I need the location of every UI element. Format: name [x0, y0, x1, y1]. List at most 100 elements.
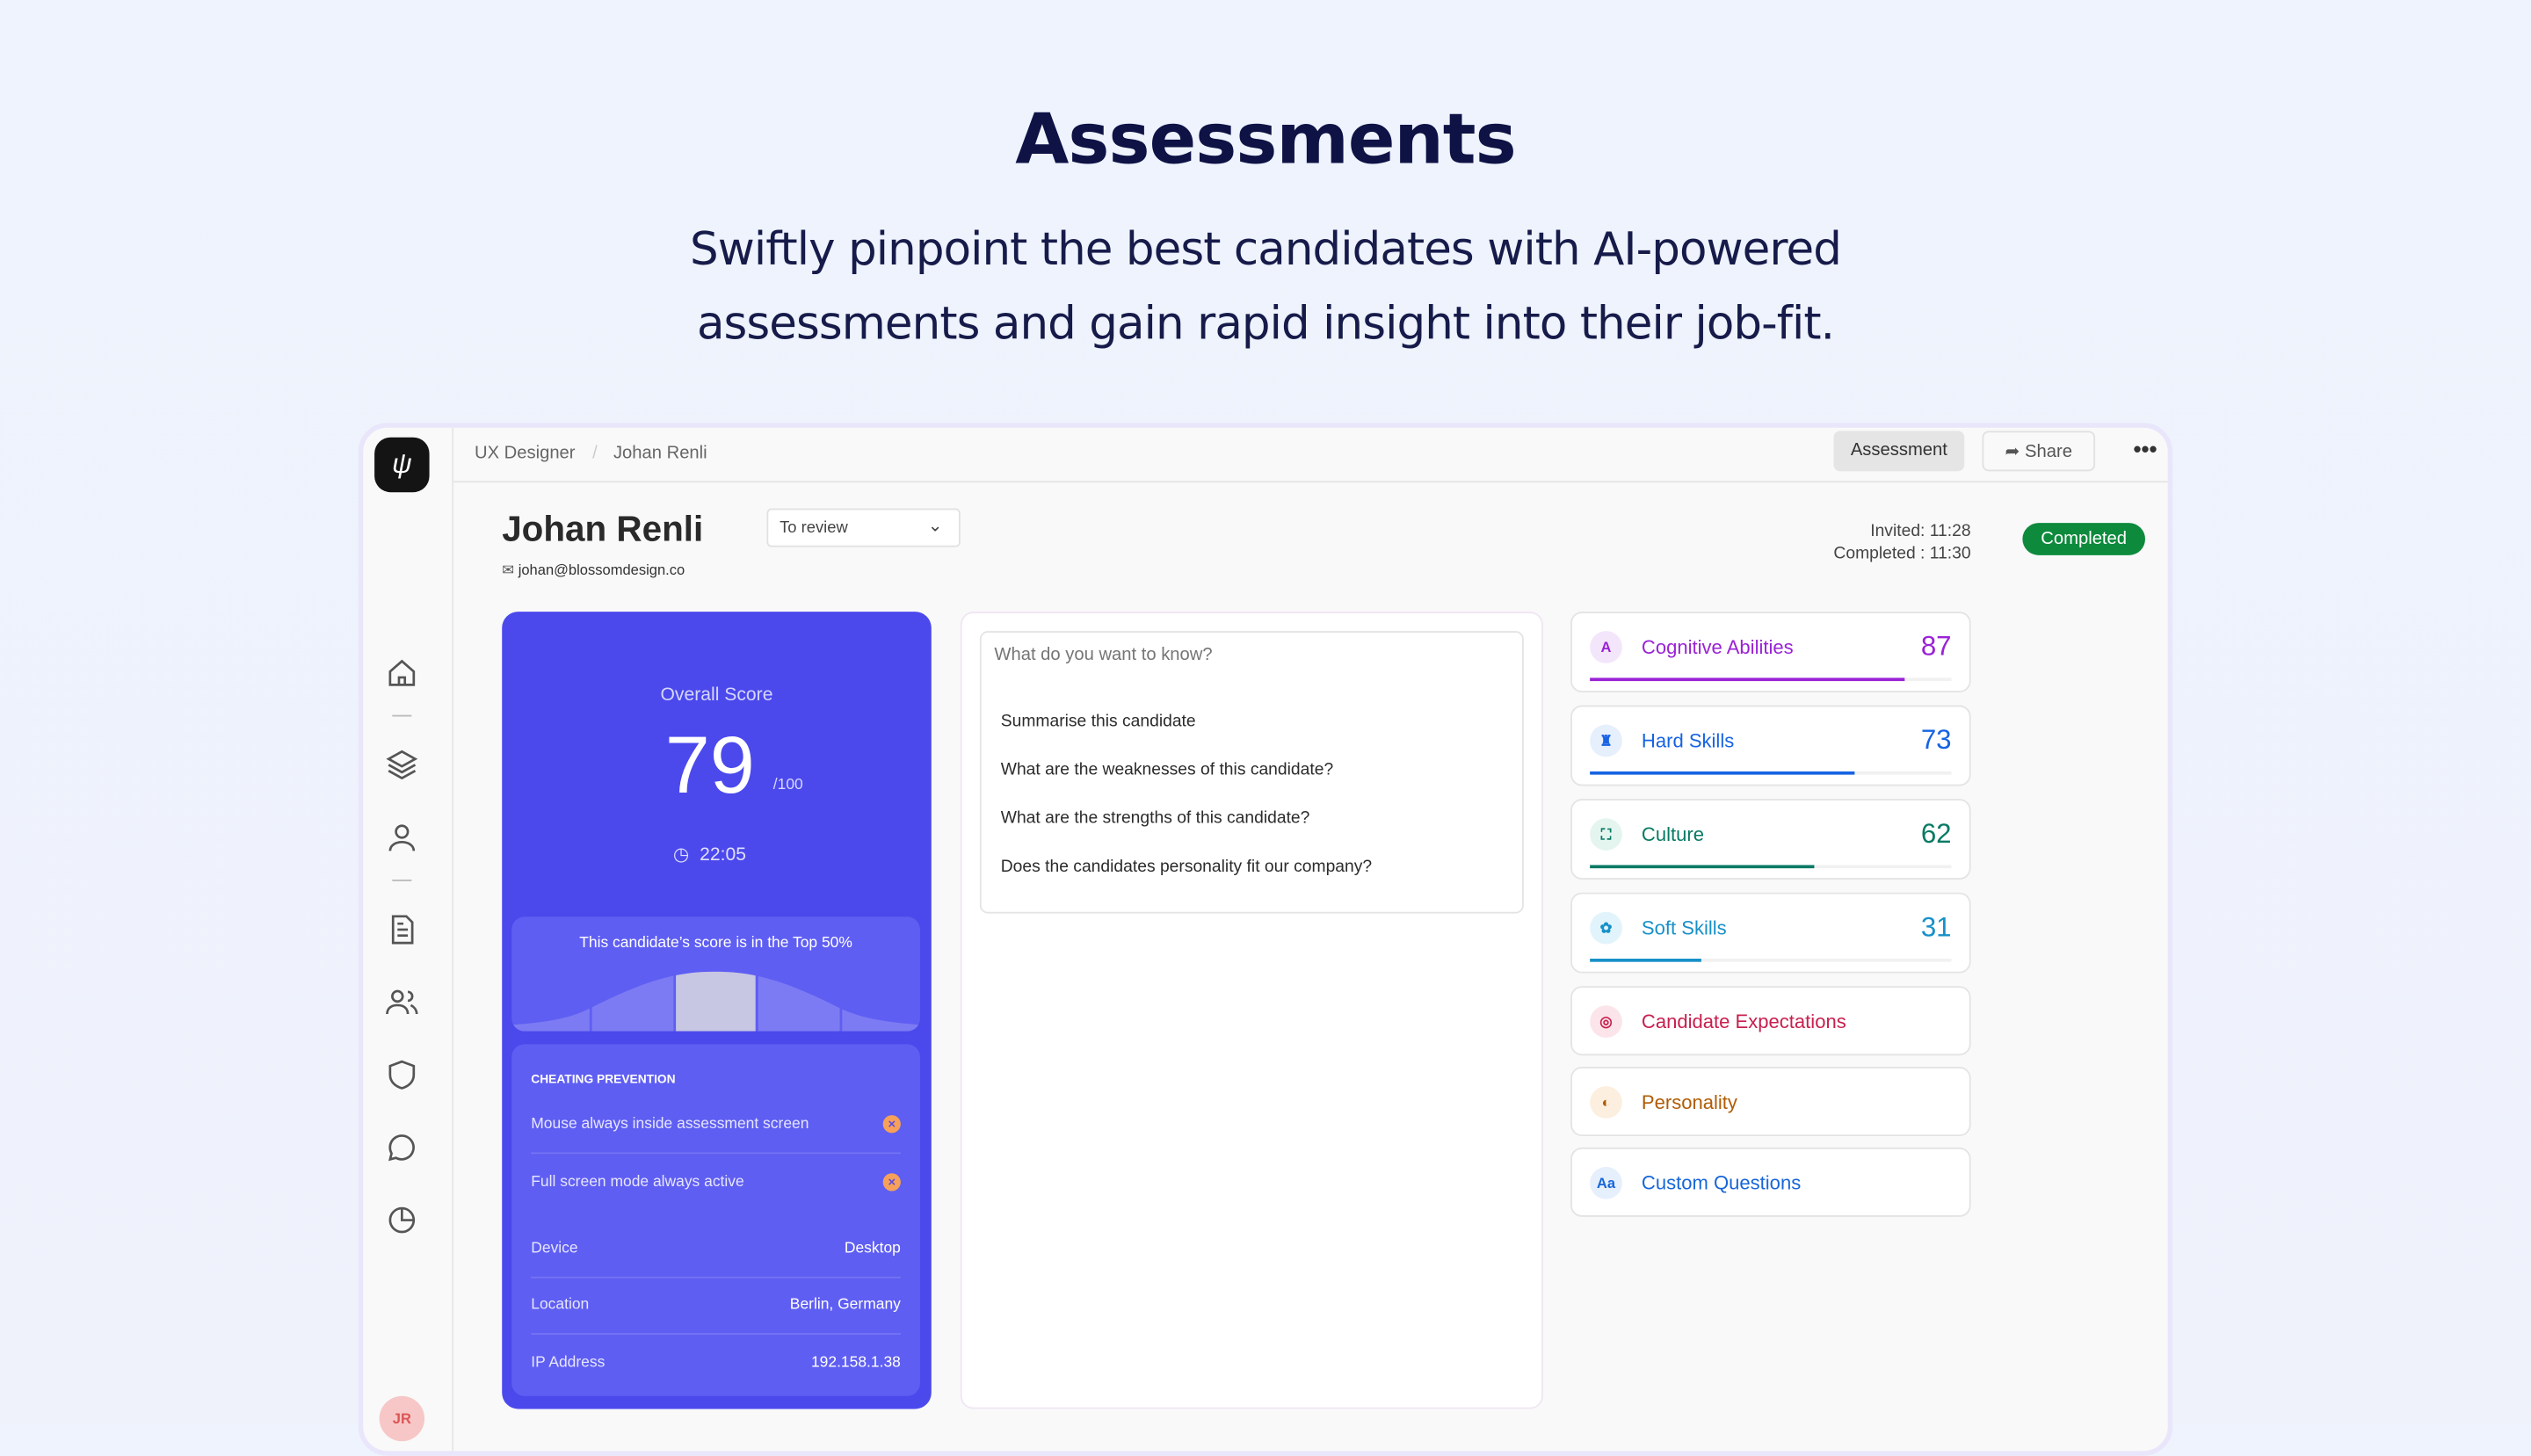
cheating-prevention: CHEATING PREVENTION Mouse always inside …	[511, 1044, 920, 1396]
home-icon[interactable]	[384, 656, 419, 691]
score-max: /100	[772, 776, 803, 794]
status-value: To review	[780, 519, 848, 538]
category-label: Cognitive Abilities	[1641, 635, 1794, 659]
candidate-segment	[674, 971, 756, 1032]
email-text: johan@blossomdesign.co	[518, 561, 685, 578]
timestamps: Invited: 11:28 Completed : 11:30	[1833, 519, 1970, 564]
percentile-text: This candidate’s score is in the Top 50%	[579, 934, 852, 953]
more-horizontal-icon[interactable]: •••	[2133, 435, 2158, 462]
candidate-expectations-icon: ◎	[1590, 1005, 1622, 1038]
info-value: Berlin, Germany	[789, 1296, 901, 1315]
score-card: Overall Score 79 /100 ◷ 22:05 This candi…	[502, 612, 932, 1409]
info-row-device: Device Desktop	[531, 1221, 901, 1278]
personality-icon: ◐	[1590, 1086, 1622, 1119]
topbar: UX Designer / Johan Renli Assessment ➦ S…	[453, 428, 2168, 483]
duration: ◷ 22:05	[672, 843, 746, 866]
suggestion[interactable]: What are the weaknesses of this candidat…	[1000, 760, 1334, 780]
chat-icon[interactable]	[384, 1130, 419, 1165]
chat-input[interactable]	[994, 645, 1479, 665]
divider	[392, 880, 412, 881]
category-score: 73	[1920, 724, 1952, 756]
category-card-culture[interactable]: ⛶ Culture 62	[1570, 799, 1971, 880]
app-window: ψ JR UX Designer / Johan Renli Assessmen…	[358, 423, 2173, 1456]
pie-chart-icon[interactable]	[384, 1202, 419, 1237]
shield-icon[interactable]	[384, 1057, 419, 1092]
divider	[392, 714, 412, 717]
suggestion[interactable]: Does the candidates personality fit our …	[1000, 857, 1373, 877]
check-row: Full screen mode always active ×	[531, 1153, 901, 1210]
score-bar	[1590, 771, 1952, 775]
share-button[interactable]: ➦ Share	[1982, 431, 2096, 472]
distribution-curve	[511, 967, 920, 1032]
info-row-ip: IP Address 192.158.1.38	[531, 1335, 901, 1392]
category-label: Personality	[1641, 1090, 1737, 1114]
category-score: 31	[1920, 911, 1952, 943]
score-bar-fill	[1590, 865, 1815, 869]
category-label: Candidate Expectations	[1641, 1010, 1846, 1033]
info-label: Location	[531, 1296, 590, 1315]
section-title: CHEATING PREVENTION	[531, 1071, 676, 1087]
check-label: Full screen mode always active	[531, 1172, 744, 1192]
avatar[interactable]: JR	[379, 1395, 425, 1442]
category-label: Soft Skills	[1641, 916, 1727, 939]
x-circle-icon: ×	[882, 1114, 901, 1133]
category-card-hard-skills[interactable]: ♜ Hard Skills 73	[1570, 705, 1971, 786]
info-value: Desktop	[844, 1239, 901, 1257]
category-card-personality[interactable]: ◐ Personality	[1570, 1067, 1971, 1137]
check-row: Mouse always inside assessment screen ×	[531, 1096, 901, 1154]
clock-icon: ◷	[672, 845, 690, 866]
category-label: Culture	[1641, 822, 1704, 846]
breadcrumb-separator: /	[592, 444, 598, 464]
score-bar-fill	[1590, 771, 1854, 775]
suggestion[interactable]: What are the strengths of this candidate…	[1000, 808, 1310, 829]
breadcrumb-job[interactable]: UX Designer	[474, 444, 576, 464]
cognitive-abilities-icon: A	[1590, 631, 1622, 663]
info-label: Device	[531, 1239, 578, 1257]
score-bar-fill	[1590, 677, 1905, 682]
candidate-email: ✉ johan@blossomdesign.co	[502, 561, 685, 579]
share-icon: ➦	[2005, 442, 2026, 462]
chevron-down-icon: ⌄	[927, 516, 943, 536]
category-label: Hard Skills	[1641, 729, 1735, 752]
suggestion[interactable]: Summarise this candidate	[1000, 711, 1196, 732]
chat-box: Summarise this candidate What are the we…	[979, 631, 1524, 914]
invited-time: Invited: 11:28	[1870, 521, 1971, 541]
category-card-candidate-expectations[interactable]: ◎ Candidate Expectations	[1570, 986, 1971, 1056]
users-icon[interactable]	[384, 984, 419, 1019]
duration-value: 22:05	[700, 845, 746, 866]
document-icon[interactable]	[384, 912, 419, 947]
custom-questions-icon: Aa	[1590, 1166, 1622, 1199]
mail-icon: ✉	[502, 561, 515, 578]
completed-time: Completed : 11:30	[1833, 543, 1971, 564]
score-value: 79	[664, 720, 755, 811]
score-bar	[1590, 677, 1952, 682]
ai-chat-panel: Summarise this candidate What are the we…	[960, 612, 1543, 1409]
info-label: IP Address	[531, 1354, 606, 1373]
category-score: 87	[1920, 631, 1952, 663]
breadcrumb-candidate[interactable]: Johan Renli	[613, 444, 707, 464]
info-row-location: Location Berlin, Germany	[531, 1278, 901, 1335]
culture-icon: ⛶	[1590, 818, 1622, 851]
status-dropdown[interactable]: To review ⌄	[766, 508, 961, 547]
soft-skills-icon: ✿	[1590, 911, 1622, 945]
subtitle-line: assessments and gain rapid insight into …	[696, 296, 1835, 351]
page-subtitle: Swiftly pinpoint the best candidates wit…	[0, 213, 2531, 361]
check-label: Mouse always inside assessment screen	[531, 1114, 809, 1133]
category-card-soft-skills[interactable]: ✿ Soft Skills 31	[1570, 892, 1971, 974]
x-circle-icon: ×	[882, 1172, 901, 1192]
score-distribution: This candidate’s score is in the Top 50%	[511, 916, 920, 1032]
status-badge: Completed	[2022, 523, 2145, 555]
page-title: Assessments	[1015, 99, 1516, 181]
category-score: 62	[1920, 818, 1952, 850]
user-icon[interactable]	[384, 820, 419, 855]
logo[interactable]: ψ	[374, 437, 430, 493]
assessment-button[interactable]: Assessment	[1833, 431, 1965, 472]
score-bar	[1590, 958, 1952, 962]
category-card-custom-questions[interactable]: Aa Custom Questions	[1570, 1147, 1971, 1217]
category-card-cognitive-abilities[interactable]: A Cognitive Abilities 87	[1570, 612, 1971, 692]
subtitle-line: Swiftly pinpoint the best candidates wit…	[689, 222, 1842, 277]
score-label: Overall Score	[660, 685, 773, 706]
layers-icon[interactable]	[384, 746, 419, 781]
info-value: 192.158.1.38	[810, 1354, 901, 1373]
candidate-name: Johan Renli	[502, 508, 704, 549]
